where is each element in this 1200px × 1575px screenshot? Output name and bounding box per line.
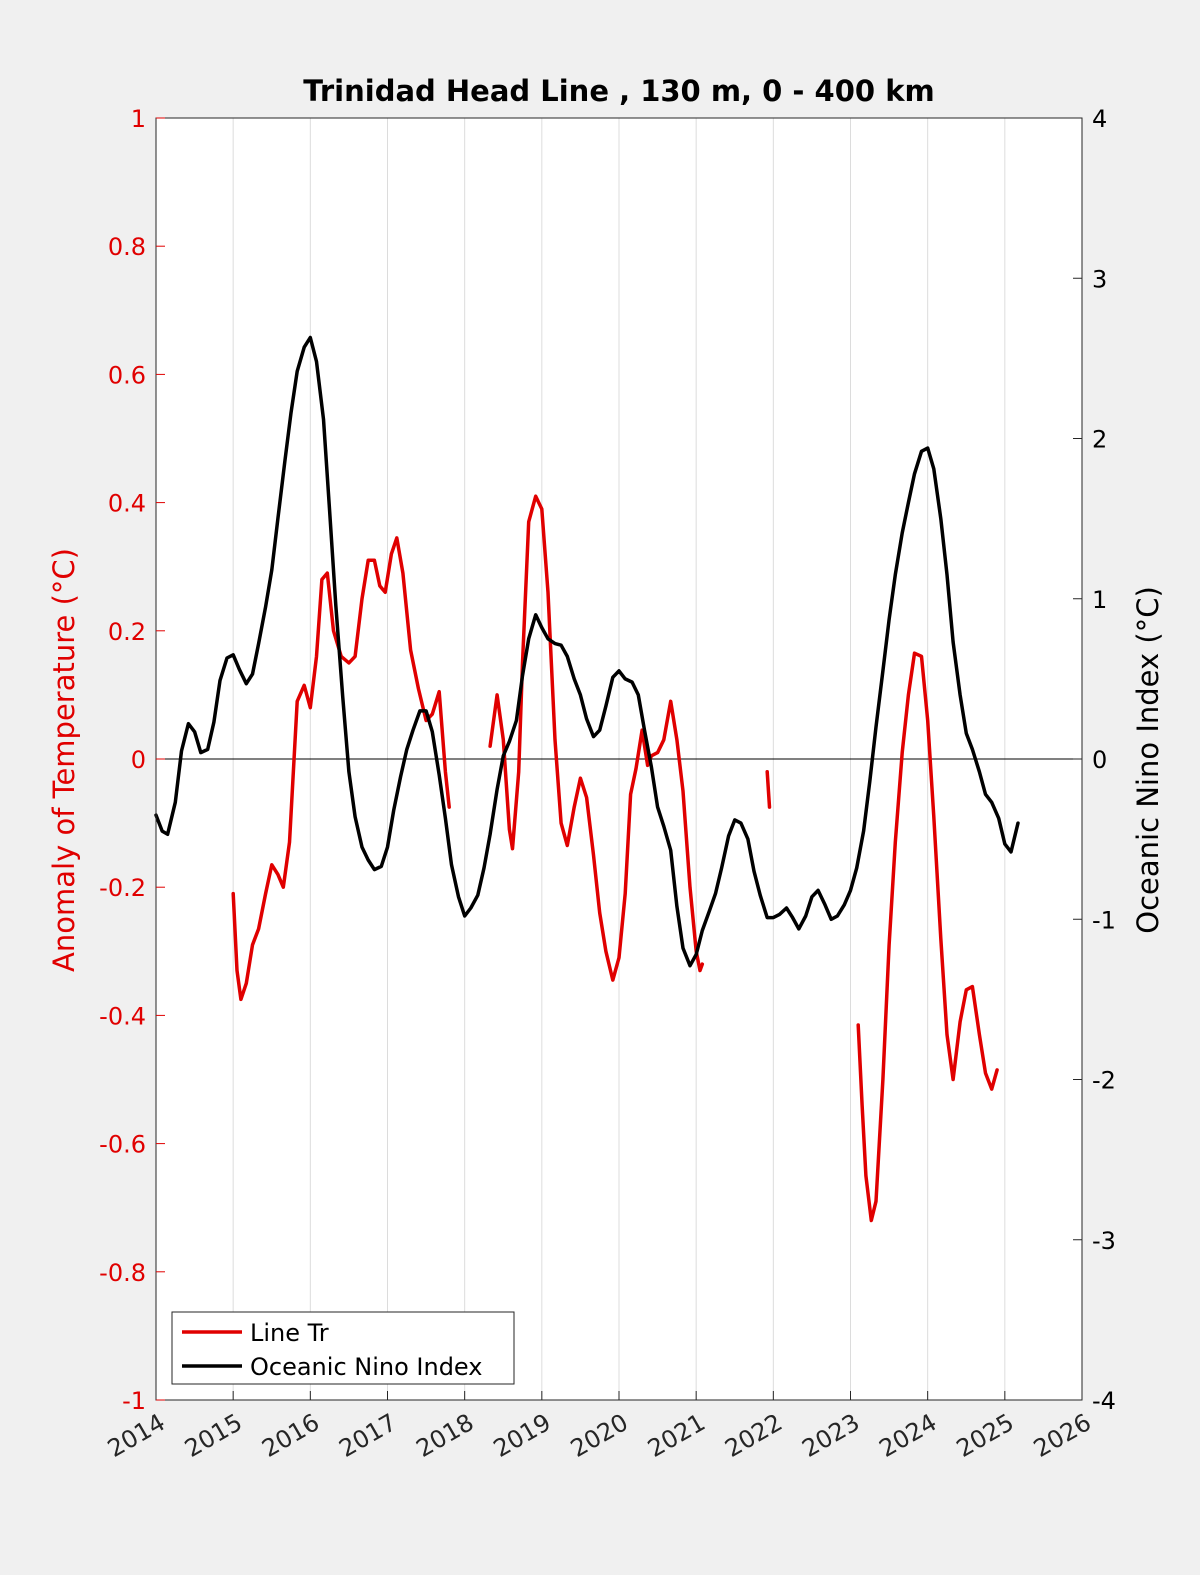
y-right-tick-label: 4 xyxy=(1092,105,1107,133)
y-right-tick-label: 1 xyxy=(1092,586,1107,614)
series-layer xyxy=(154,335,1020,1223)
y-left-tick-label: -1 xyxy=(122,1387,146,1415)
y-right-tick-label: -4 xyxy=(1092,1387,1116,1415)
y-right-tick-label: -1 xyxy=(1092,906,1116,934)
y-right-tick-label: 3 xyxy=(1092,265,1107,293)
y-left-tick-label: 0 xyxy=(131,746,146,774)
y-axis-left-label: Anomaly of Temperature (°C) xyxy=(47,548,81,972)
y-right-tick-label: -2 xyxy=(1092,1067,1116,1095)
y-left-tick-label: -0.6 xyxy=(99,1131,146,1159)
legend-box xyxy=(171,1311,515,1385)
y-left-tick-label: 0.2 xyxy=(108,618,146,646)
y-right-tick-label: 2 xyxy=(1092,426,1107,454)
legend-line-tr-label: Line Tr xyxy=(250,1319,329,1347)
y-left-tick-label: 0.8 xyxy=(108,233,146,261)
y-left-tick-label: -0.2 xyxy=(99,874,146,902)
legend: Line Tr Oceanic Nino Index xyxy=(171,1311,515,1385)
legend-oni-label: Oceanic Nino Index xyxy=(250,1353,482,1381)
y-right-tick-label: 0 xyxy=(1092,746,1107,774)
y-right-tick-label: -3 xyxy=(1092,1227,1116,1255)
line-tr-segment-3 xyxy=(765,770,772,809)
y-axis-right-label: Oceanic Nino Index (°C) xyxy=(1131,586,1165,934)
y-left-tick-label: -0.4 xyxy=(99,1002,146,1030)
chart-title: Trinidad Head Line , 130 m, 0 - 400 km xyxy=(303,74,934,108)
line-tr-segment-4 xyxy=(856,651,999,1223)
oni-series-line xyxy=(154,335,1020,968)
y-left-tick-label: 0.6 xyxy=(108,361,146,389)
line-tr-segment-2 xyxy=(488,494,705,982)
y-left-tick-label: 0.4 xyxy=(108,490,146,518)
y-left-tick-label: -0.8 xyxy=(99,1259,146,1287)
y-left-tick-label: 1 xyxy=(131,105,146,133)
